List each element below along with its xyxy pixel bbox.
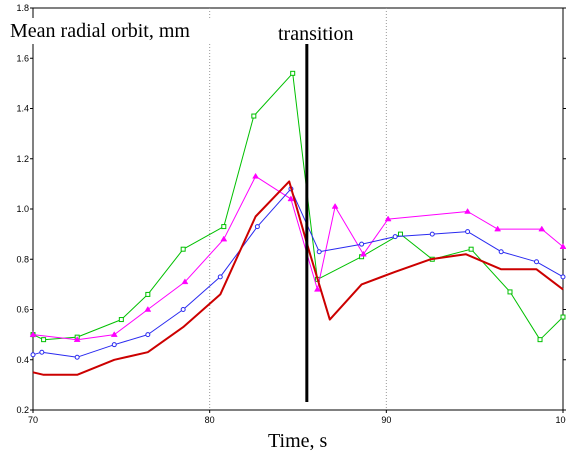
data-point xyxy=(73,336,81,342)
data-point xyxy=(464,208,472,214)
x-tick-label: 80 xyxy=(205,415,215,425)
data-point xyxy=(30,352,36,358)
data-point xyxy=(181,278,189,285)
y-tick-label: 1.6 xyxy=(16,53,29,63)
data-point xyxy=(252,172,260,179)
data-point xyxy=(39,349,45,355)
data-point xyxy=(397,231,403,237)
data-point xyxy=(537,337,543,343)
data-point xyxy=(180,307,186,312)
data-point xyxy=(468,246,474,252)
data-point xyxy=(180,246,186,252)
data-point xyxy=(498,249,504,255)
data-point xyxy=(287,195,295,202)
x-axis-label: Time, s xyxy=(268,430,328,451)
y-tick-label: 1.8 xyxy=(16,3,29,13)
y-axis-label: Mean radial orbit, mm xyxy=(10,20,190,42)
data-point xyxy=(559,243,566,249)
data-point xyxy=(507,289,513,295)
data-point xyxy=(145,291,151,297)
data-point xyxy=(429,231,435,237)
y-tick-label: 1.4 xyxy=(16,104,29,114)
data-point xyxy=(316,249,322,255)
data-point xyxy=(220,235,228,242)
data-point xyxy=(534,259,539,265)
series-line xyxy=(32,180,564,376)
data-point xyxy=(251,113,257,119)
y-tick-label: 0.2 xyxy=(16,405,29,415)
ylabel-background xyxy=(6,18,234,44)
series-2 xyxy=(29,172,566,342)
grid-layer xyxy=(209,8,387,410)
data-point xyxy=(384,215,392,222)
data-point xyxy=(118,317,124,323)
data-point xyxy=(221,224,227,230)
data-point xyxy=(359,250,367,257)
data-point xyxy=(392,234,398,240)
data-point xyxy=(290,70,296,76)
data-point xyxy=(41,337,47,343)
y-tick-label: 0.6 xyxy=(16,305,29,315)
y-tick-label: 0.4 xyxy=(16,355,29,365)
x-tick-label: 90 xyxy=(381,415,391,425)
data-point xyxy=(538,225,546,232)
transition-label: transition xyxy=(278,23,354,45)
x-tick-label: 100 xyxy=(555,415,566,425)
data-point xyxy=(560,314,566,320)
data-point xyxy=(313,285,321,292)
data-point xyxy=(145,332,151,338)
data-point xyxy=(74,354,80,360)
annotation-layer: transition xyxy=(278,23,354,402)
data-point xyxy=(494,225,502,232)
data-point xyxy=(29,331,37,337)
data-point xyxy=(331,203,339,209)
y-tick-label: 0.8 xyxy=(16,254,29,264)
data-point xyxy=(254,224,260,230)
data-point xyxy=(111,342,117,348)
x-tick-layer: 70 80 90 100 xyxy=(28,410,566,425)
data-point xyxy=(110,331,118,337)
data-point xyxy=(465,229,471,235)
y-tick-layer: 0.2 0.4 0.6 0.8 1.0 1.2 1.4 1.6 1.8 xyxy=(16,3,566,415)
series-layer xyxy=(29,70,566,376)
series-4 xyxy=(32,180,564,376)
series-line xyxy=(32,175,564,341)
data-point xyxy=(217,274,223,280)
y-tick-label: 1.0 xyxy=(16,204,29,214)
data-point xyxy=(560,274,566,280)
x-tick-label: 70 xyxy=(28,415,38,425)
data-point xyxy=(144,306,152,312)
data-point xyxy=(359,241,365,247)
y-tick-label: 1.2 xyxy=(16,154,29,164)
